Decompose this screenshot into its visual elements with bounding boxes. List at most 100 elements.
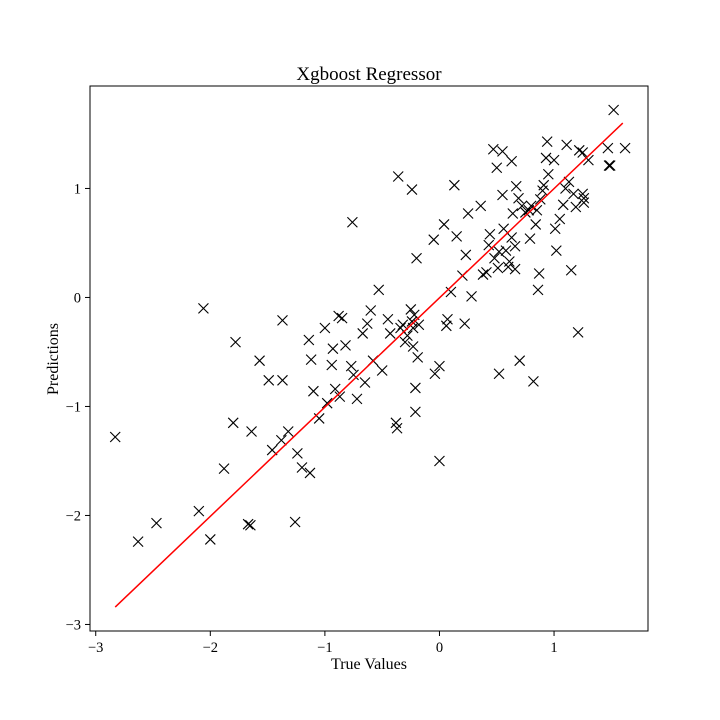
data-point	[204, 534, 216, 545]
data-point	[578, 192, 590, 204]
data-point	[531, 204, 543, 216]
data-point	[132, 536, 144, 548]
data-point	[296, 462, 308, 473]
y-tick-label: 1	[74, 181, 81, 197]
data-point	[583, 154, 594, 166]
data-point	[365, 305, 377, 316]
data-point	[577, 188, 589, 200]
data-point	[542, 168, 554, 180]
y-tick-label: −1	[66, 399, 81, 415]
data-point	[340, 340, 351, 351]
data-point	[549, 223, 561, 235]
data-point	[573, 144, 585, 156]
data-point	[410, 406, 421, 418]
data-point	[462, 208, 474, 219]
data-point	[460, 249, 472, 261]
data-point	[534, 193, 546, 205]
data-point	[530, 219, 542, 230]
data-point	[492, 262, 504, 274]
data-point	[538, 179, 550, 191]
data-point	[572, 326, 584, 338]
data-point	[373, 284, 385, 296]
data-point	[304, 467, 316, 479]
data-point	[198, 302, 209, 314]
data-point	[329, 383, 341, 395]
data-point	[484, 228, 496, 240]
data-point	[305, 354, 317, 365]
x-axis-label: True Values	[331, 656, 407, 673]
fit-line	[114, 122, 624, 608]
data-point	[603, 160, 615, 171]
data-point	[245, 519, 256, 531]
data-point	[405, 304, 417, 315]
data-point	[503, 256, 515, 267]
x-tick-label: −1	[317, 640, 332, 656]
data-point	[406, 316, 418, 327]
data-point	[303, 334, 315, 346]
data-point	[541, 136, 553, 147]
data-point	[516, 200, 528, 212]
data-point	[550, 245, 562, 256]
data-point	[608, 104, 620, 116]
data-point	[578, 197, 590, 209]
x-tick-label: 0	[436, 640, 443, 656]
y-axis: −3 −2 −1 0 1	[66, 181, 90, 633]
plot-area	[89, 85, 649, 632]
data-point	[428, 234, 440, 246]
data-point	[540, 152, 552, 164]
data-point	[451, 231, 463, 242]
data-point	[510, 180, 522, 192]
data-point	[109, 431, 121, 443]
data-point	[520, 207, 531, 218]
data-point	[506, 155, 518, 167]
data-point	[361, 318, 373, 330]
x-tick-label: −3	[88, 640, 103, 656]
data-point	[246, 426, 257, 437]
data-point	[554, 213, 566, 225]
data-point	[348, 369, 359, 381]
data-point	[577, 147, 589, 158]
data-point	[509, 263, 521, 275]
data-point	[345, 360, 357, 372]
chart-title: Xgboost Regressor	[296, 64, 442, 85]
data-point	[218, 463, 230, 474]
data-point	[359, 377, 371, 388]
data-point	[321, 397, 333, 409]
data-point	[242, 518, 254, 530]
data-point	[351, 393, 363, 405]
data-point	[254, 355, 265, 367]
data-point	[438, 219, 450, 230]
data-point	[434, 360, 445, 372]
data-point	[392, 171, 404, 182]
data-point	[346, 216, 358, 228]
data-point	[500, 245, 512, 256]
data-point	[493, 246, 505, 258]
y-tick-label: −2	[66, 508, 81, 524]
data-point	[513, 192, 524, 204]
data-point	[507, 208, 519, 219]
data-point	[277, 314, 288, 326]
data-point	[407, 322, 419, 334]
data-point	[412, 352, 424, 363]
data-point	[399, 336, 411, 348]
data-point	[391, 422, 403, 434]
axes-frame	[89, 85, 649, 632]
data-point	[524, 233, 536, 244]
data-point	[333, 310, 345, 322]
data-point	[548, 154, 560, 166]
data-point	[568, 188, 579, 200]
data-point	[570, 201, 582, 213]
data-point	[514, 355, 526, 367]
x-tick-label: −2	[203, 640, 218, 656]
data-point	[308, 385, 319, 397]
data-point	[466, 290, 477, 302]
data-point	[411, 252, 422, 264]
data-point	[434, 455, 445, 467]
data-point	[506, 232, 518, 243]
y-tick-label: 0	[74, 290, 81, 306]
data-point	[602, 142, 614, 154]
data-point	[410, 382, 421, 394]
data-point	[489, 252, 500, 264]
data-point	[406, 184, 418, 195]
